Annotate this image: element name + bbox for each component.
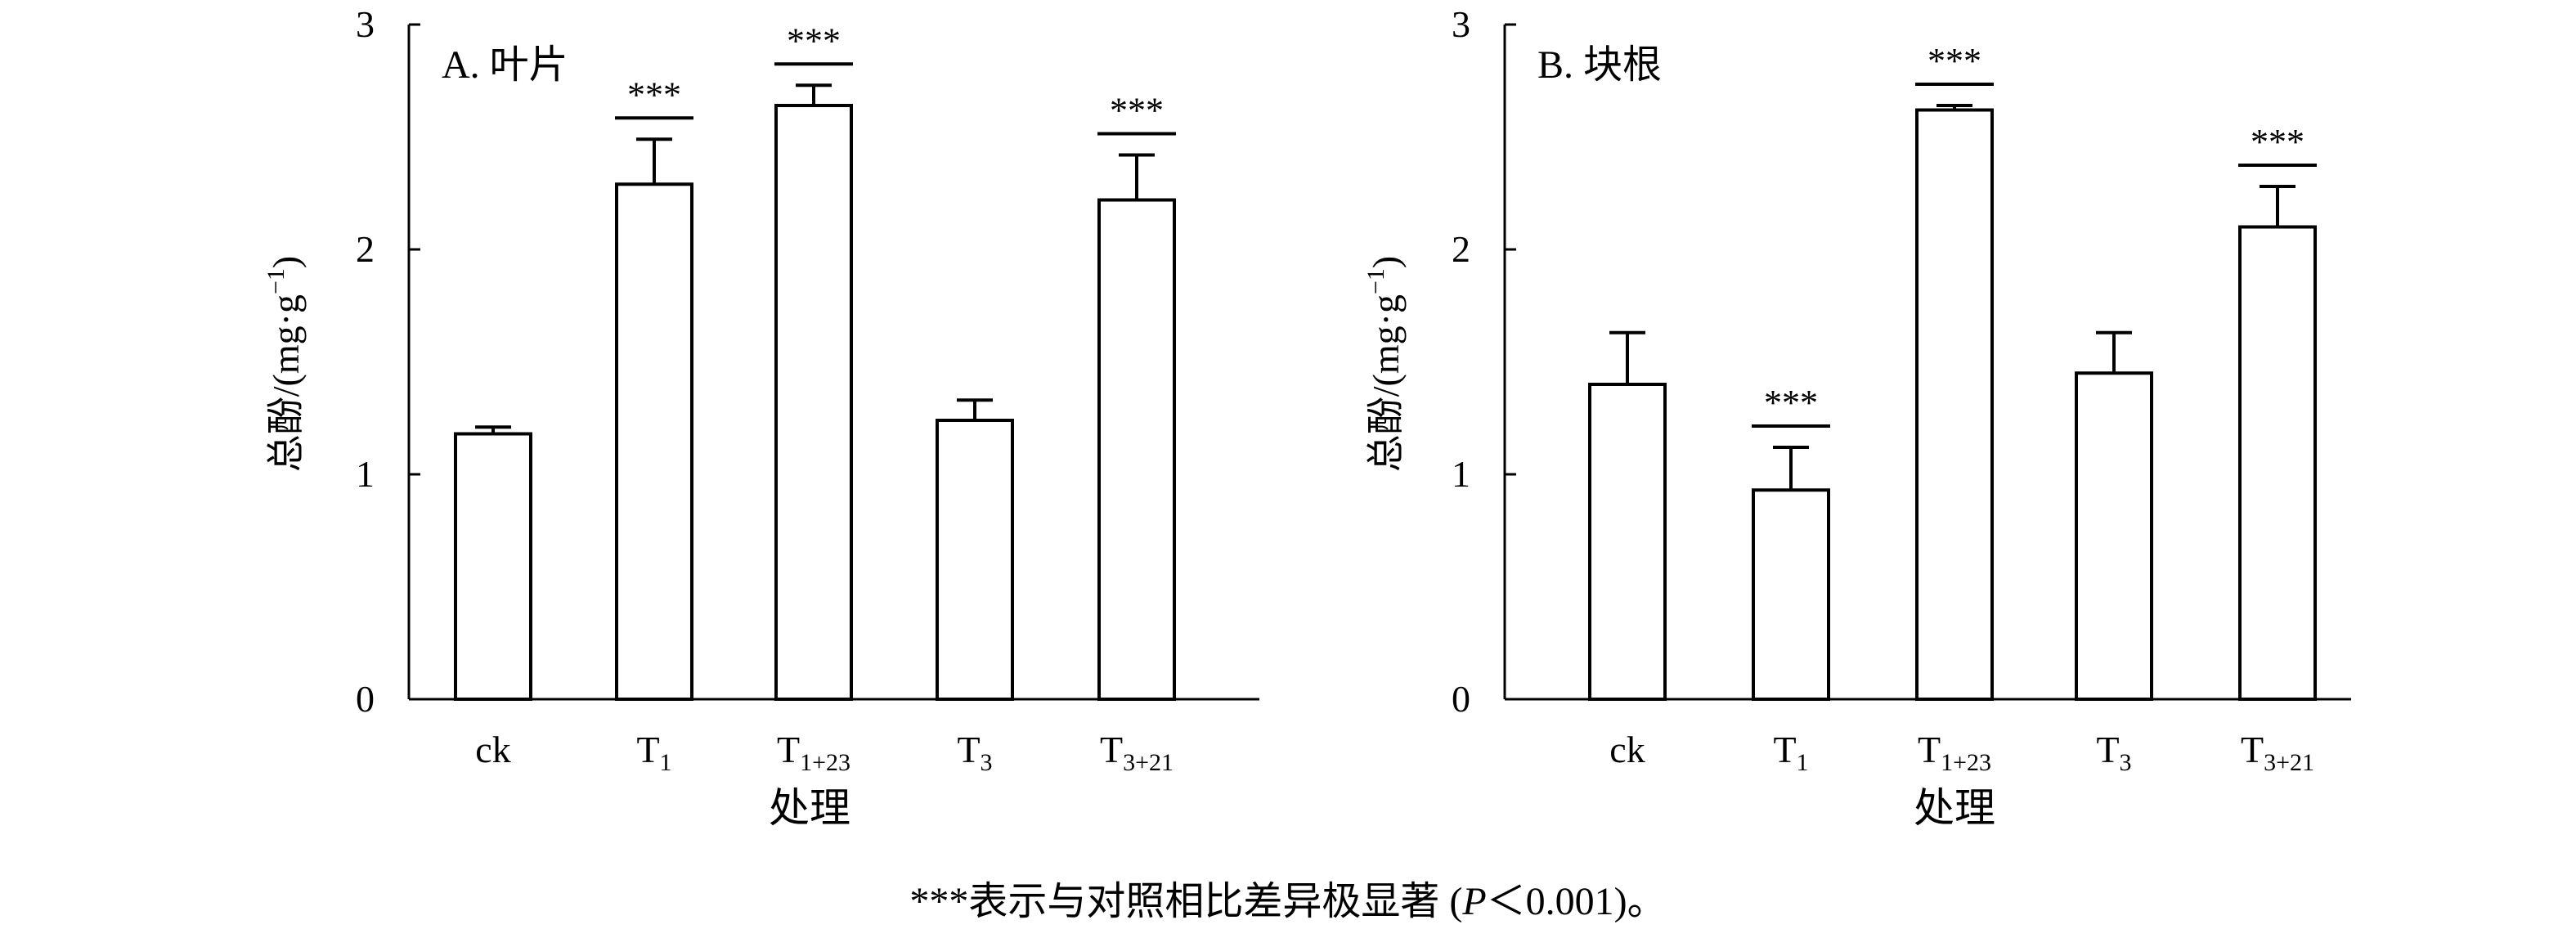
significance-label: *** [627, 74, 681, 114]
bar [1915, 108, 1994, 701]
caption-prefix: ***表示与对照相比差异极显著 ( [909, 880, 1463, 923]
category-label: ck [475, 729, 510, 770]
category-label: T1 [636, 729, 671, 776]
bar [615, 182, 693, 701]
bar [2075, 371, 2153, 701]
category-label: ck [1609, 729, 1645, 770]
bar [1752, 488, 1830, 701]
caption-p: P [1462, 880, 1487, 923]
y-tick-label: 0 [356, 678, 375, 720]
category-label: T1 [1773, 729, 1808, 776]
category-label: T3+21 [2241, 729, 2314, 776]
bar [936, 419, 1014, 701]
significance-label: *** [2251, 122, 2304, 162]
panel-title: A. 叶片 [442, 43, 568, 87]
y-tick-label: 3 [356, 3, 375, 45]
category-label: T3+21 [1100, 729, 1174, 776]
bar [774, 104, 853, 701]
y-tick-label: 0 [1452, 678, 1470, 720]
y-tick-label: 1 [1452, 453, 1470, 495]
panel-title: B. 块根 [1537, 43, 1662, 87]
y-tick-label: 2 [1452, 228, 1470, 270]
bar [1097, 198, 1176, 701]
y-axis-label: 总酚/(mg·g−1) [1362, 256, 1407, 472]
x-axis-label: 处理 [769, 785, 850, 831]
y-tick-label: 1 [356, 453, 375, 495]
y-tick-label: 3 [1452, 3, 1470, 45]
bar [1588, 383, 1667, 701]
figure-caption: ***表示与对照相比差异极显著 (P＜0.001)。 [0, 868, 2576, 926]
y-tick-label: 2 [356, 228, 375, 270]
category-label: T1+23 [777, 729, 850, 776]
significance-label: *** [1764, 383, 1818, 423]
bar [454, 432, 532, 701]
caption-suffix: ＜0.001)。 [1486, 880, 1667, 923]
category-label: T1+23 [1918, 729, 1991, 776]
category-label: T3 [2096, 729, 2131, 776]
significance-label: *** [1928, 41, 1981, 81]
significance-label: *** [1110, 91, 1164, 131]
y-axis-label: 总酚/(mg·g−1) [263, 256, 307, 472]
significance-label: *** [787, 20, 841, 61]
bar [2238, 225, 2317, 701]
x-axis-label: 处理 [1914, 785, 1995, 831]
category-label: T3 [957, 729, 992, 776]
